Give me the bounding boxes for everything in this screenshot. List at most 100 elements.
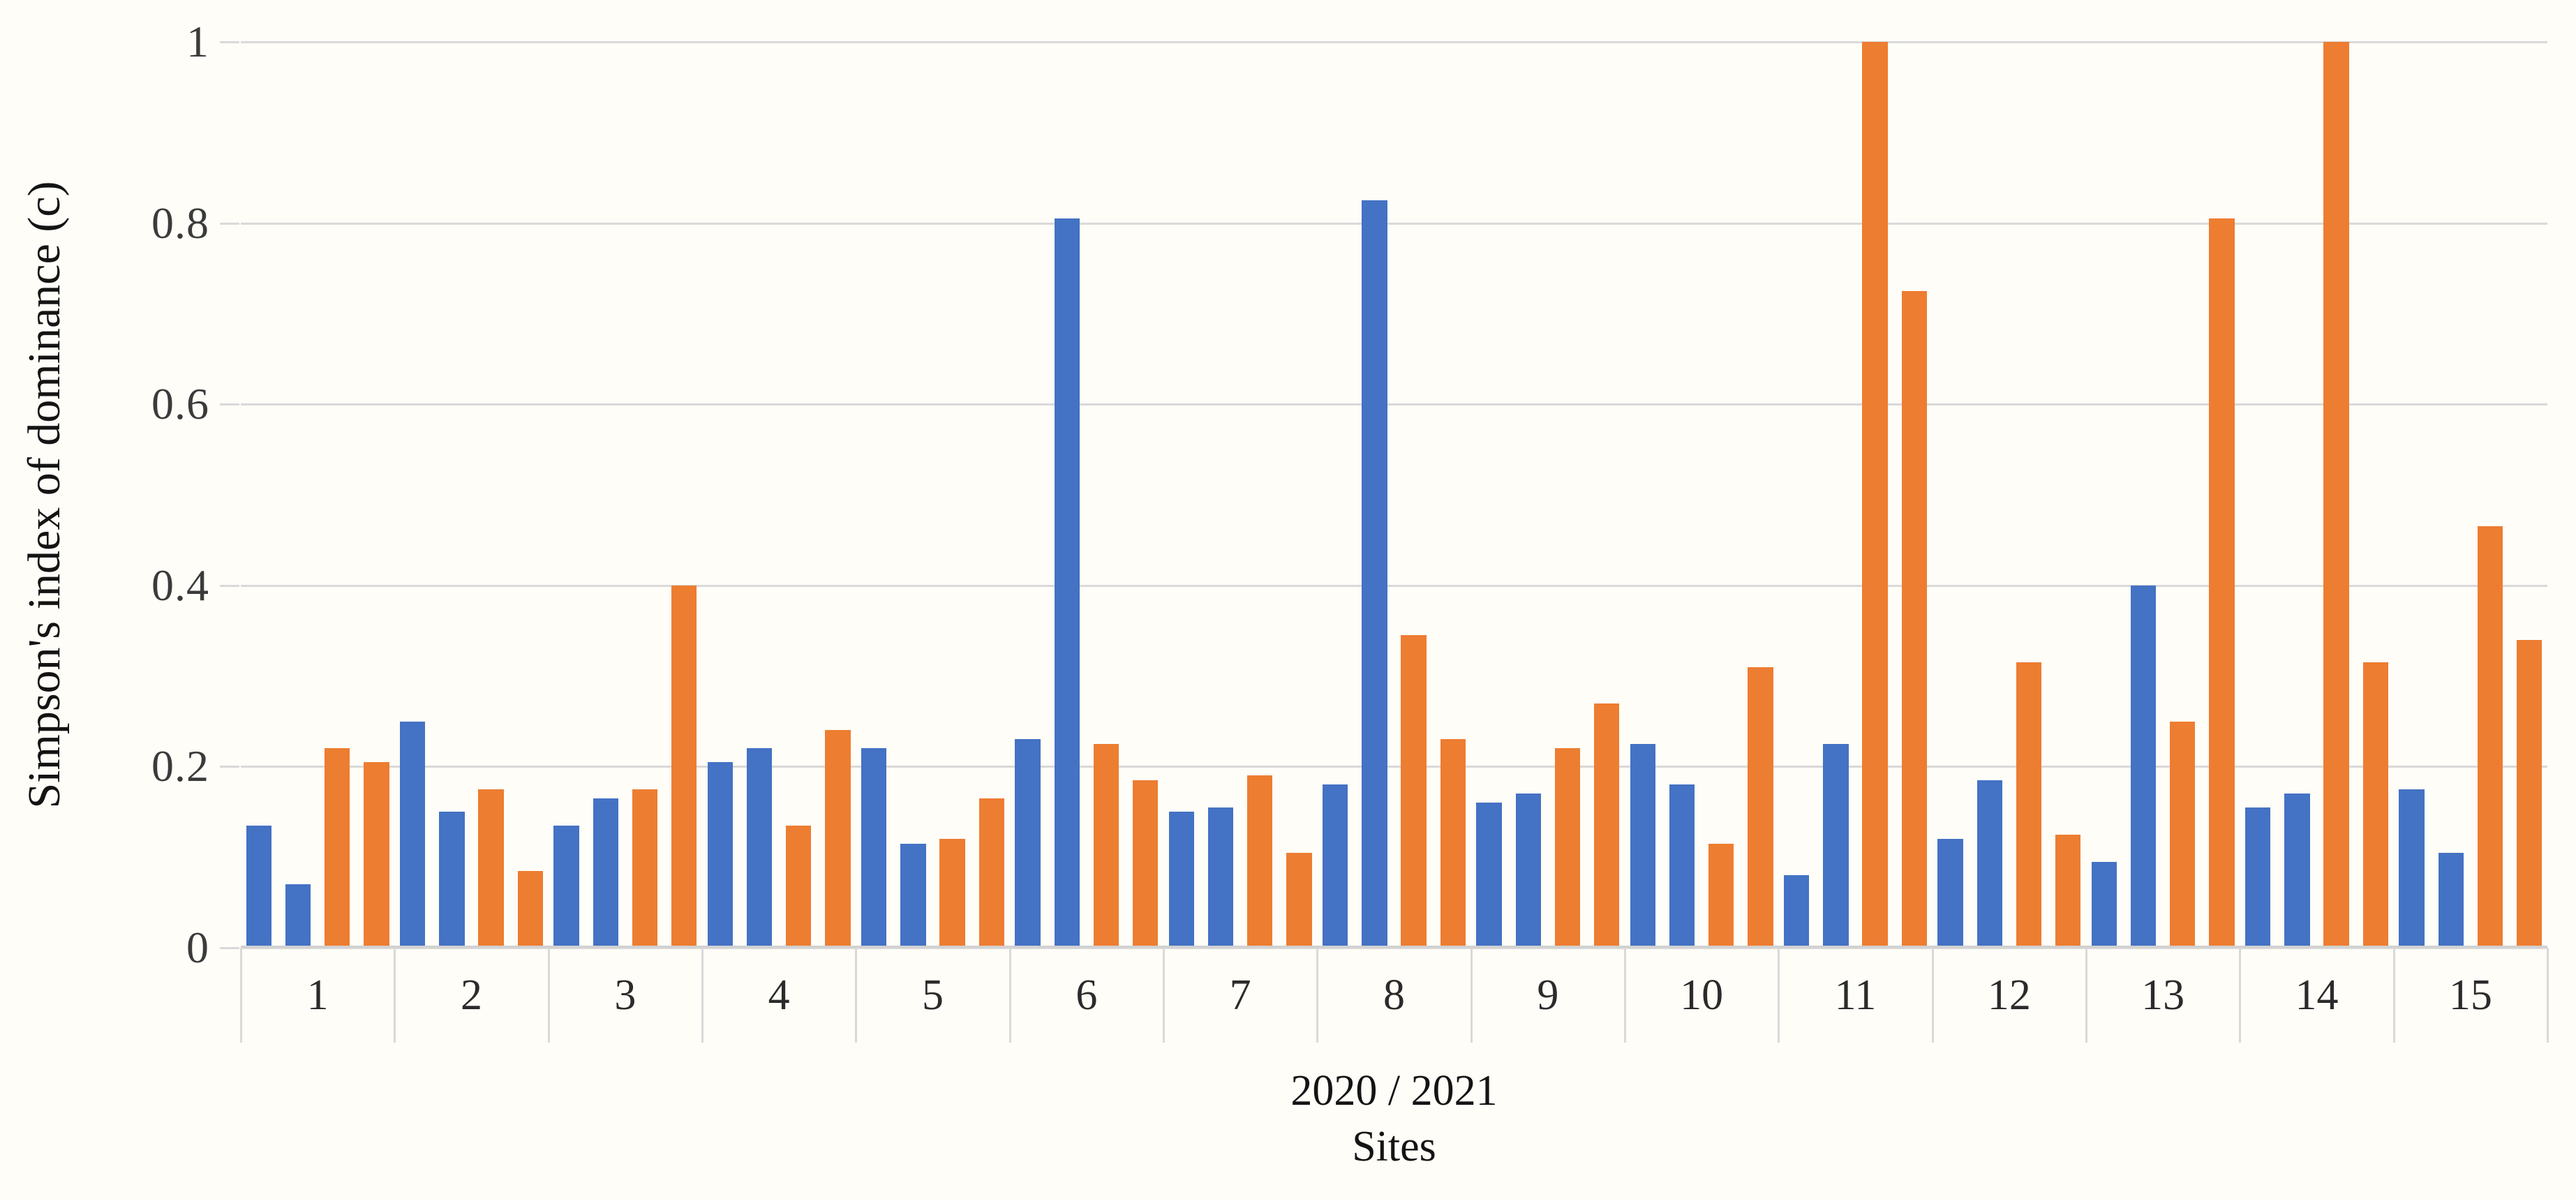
y-tick-label: 0 xyxy=(186,923,209,972)
bar-blue-2-site-6 xyxy=(1054,218,1080,948)
x-category-label: 13 xyxy=(2141,971,2185,1019)
bar-blue-2-site-4 xyxy=(746,748,773,948)
x-axis-category-labels: 1 2 3 4 5 6 7 8 9 10 11 12 13 14 15 xyxy=(241,967,2547,1023)
category-separator xyxy=(1470,948,1473,1043)
bar-orange-2-site-14 xyxy=(2362,662,2388,948)
bar-blue-1-site-12 xyxy=(1937,839,1963,948)
bar-blue-1-site-15 xyxy=(2399,789,2425,948)
y-tick-label: 0.2 xyxy=(151,741,209,791)
y-tick-mark xyxy=(220,403,239,406)
bar-orange-2-site-8 xyxy=(1440,739,1466,948)
bar-blue-2-site-7 xyxy=(1207,807,1234,948)
bar-orange-2-site-7 xyxy=(1286,852,1312,948)
y-tick-label: 0.8 xyxy=(151,198,209,248)
bar-orange-1-site-4 xyxy=(786,825,812,948)
bar-orange-1-site-11 xyxy=(1862,42,1888,948)
x-category-label: 3 xyxy=(614,971,636,1019)
bar-blue-2-site-10 xyxy=(1669,784,1695,948)
gridline xyxy=(241,947,2547,949)
y-tick-label: 0.6 xyxy=(151,379,209,429)
bar-orange-1-site-8 xyxy=(1401,635,1427,948)
y-tick-label: 1 xyxy=(186,17,209,66)
category-separator xyxy=(2392,948,2395,1043)
bar-orange-1-site-5 xyxy=(939,839,965,948)
bar-orange-1-site-12 xyxy=(2016,662,2042,948)
bar-orange-1-site-9 xyxy=(1554,748,1581,948)
bar-orange-2-site-6 xyxy=(1132,780,1159,948)
y-tick-mark xyxy=(220,222,239,225)
bar-orange-2-site-2 xyxy=(517,870,543,948)
bar-orange-2-site-11 xyxy=(1901,290,1927,948)
x-axis-line xyxy=(241,946,2547,948)
y-tick-mark xyxy=(220,766,239,768)
bar-blue-2-site-5 xyxy=(900,843,926,948)
bar-orange-1-site-3 xyxy=(632,789,658,948)
gridline xyxy=(241,584,2547,587)
category-separator xyxy=(1008,948,1011,1043)
category-separator xyxy=(2085,948,2087,1043)
category-separator xyxy=(240,948,242,1043)
x-category-label: 14 xyxy=(2295,971,2339,1019)
category-separator xyxy=(1163,948,1165,1043)
bar-blue-2-site-2 xyxy=(439,812,465,948)
gridline xyxy=(241,41,2547,43)
plot-area xyxy=(241,41,2547,949)
bar-blue-2-site-8 xyxy=(1362,200,1387,948)
x-category-label: 1 xyxy=(306,971,329,1019)
bar-orange-2-site-1 xyxy=(364,761,389,948)
x-category-label: 8 xyxy=(1383,971,1405,1019)
y-axis-tick-labels: 0 0.2 0.4 0.6 0.8 1 xyxy=(0,17,209,972)
bar-orange-2-site-12 xyxy=(2055,834,2081,948)
bar-orange-2-site-5 xyxy=(978,798,1004,948)
x-category-label: 10 xyxy=(1680,971,1724,1019)
x-axis-category-separators xyxy=(240,948,2549,1043)
bar-blue-2-site-13 xyxy=(2130,585,2157,948)
x-category-label: 2 xyxy=(461,971,482,1019)
x-axis-title-years: 2020 / 2021 xyxy=(1290,1067,1498,1115)
x-category-label: 15 xyxy=(2448,971,2492,1019)
bar-blue-1-site-6 xyxy=(1015,739,1041,948)
bar-blue-1-site-14 xyxy=(2245,807,2271,948)
bar-orange-2-site-4 xyxy=(825,730,851,948)
bar-blue-1-site-7 xyxy=(1168,812,1195,948)
x-category-label: 9 xyxy=(1537,971,1559,1019)
category-separator xyxy=(1778,948,1780,1043)
category-separator xyxy=(394,948,396,1043)
bar-orange-1-site-6 xyxy=(1093,743,1119,948)
bar-blue-2-site-3 xyxy=(593,798,618,948)
category-separator xyxy=(2239,948,2242,1043)
bar-blue-2-site-14 xyxy=(2284,794,2310,948)
category-separator xyxy=(1931,948,1934,1043)
category-separator xyxy=(547,948,550,1043)
gridline xyxy=(241,222,2547,225)
y-tick-mark xyxy=(220,947,239,949)
gridline xyxy=(241,766,2547,768)
bar-blue-1-site-8 xyxy=(1323,784,1348,948)
x-axis-title-sites: Sites xyxy=(1352,1123,1436,1170)
category-separator xyxy=(1624,948,1626,1043)
bar-blue-1-site-4 xyxy=(707,761,734,948)
bar-blue-1-site-1 xyxy=(246,825,272,948)
gridline xyxy=(241,403,2547,406)
bar-blue-1-site-10 xyxy=(1630,743,1656,948)
x-category-label: 11 xyxy=(1834,971,1877,1019)
category-separator xyxy=(855,948,858,1043)
bar-blue-2-site-1 xyxy=(285,884,311,948)
bar-blue-1-site-13 xyxy=(2091,861,2117,948)
bar-blue-1-site-11 xyxy=(1784,875,1810,948)
y-axis-tick-marks xyxy=(220,41,239,949)
y-tick-mark xyxy=(220,584,239,587)
bar-orange-2-site-10 xyxy=(1748,666,1773,948)
bar-orange-1-site-2 xyxy=(478,789,504,948)
bar-blue-1-site-5 xyxy=(861,748,887,948)
bar-orange-1-site-15 xyxy=(2477,526,2503,948)
y-tick-mark xyxy=(220,41,239,43)
x-category-label: 4 xyxy=(768,971,790,1019)
bar-blue-2-site-9 xyxy=(1515,794,1541,948)
bar-orange-1-site-7 xyxy=(1247,775,1273,948)
category-separator xyxy=(701,948,703,1043)
bar-orange-2-site-9 xyxy=(1593,703,1620,948)
category-separator xyxy=(1316,948,1319,1043)
bar-blue-1-site-3 xyxy=(553,825,579,948)
